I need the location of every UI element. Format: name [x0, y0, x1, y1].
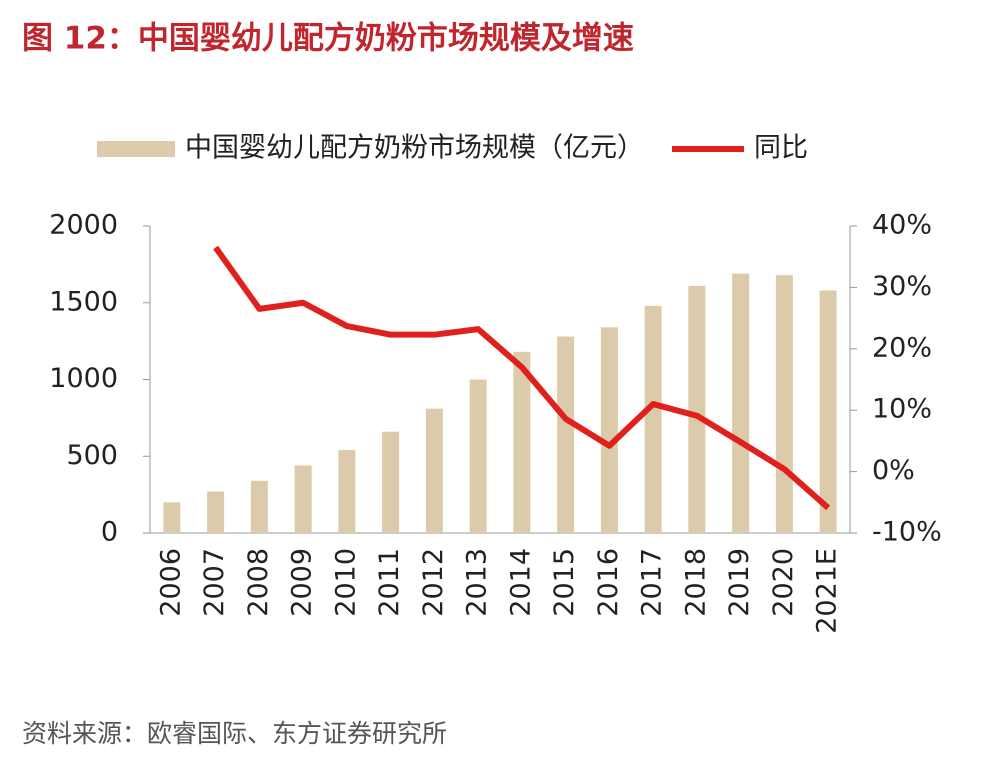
x-tick-label: 2011 [374, 548, 405, 617]
bar [250, 480, 268, 533]
y2-tick-label: 40% [872, 210, 932, 241]
y-tick-label: 2000 [49, 210, 118, 241]
bar [425, 408, 443, 533]
chart-title: 图 12：中国婴幼儿配方奶粉市场规模及增速 [22, 21, 634, 57]
x-tick-label: 2017 [637, 548, 668, 617]
bar [557, 336, 575, 533]
x-tick-label: 2020 [768, 548, 799, 617]
y2-tick-label: 10% [872, 394, 932, 425]
y-tick-label: 1000 [49, 363, 118, 394]
x-tick-label: 2014 [505, 548, 536, 617]
bar [382, 431, 400, 533]
bar [600, 327, 618, 533]
x-tick-label: 2012 [418, 548, 449, 617]
bar [732, 273, 750, 533]
bar [819, 290, 837, 533]
x-tick-label: 2021E [812, 548, 843, 634]
x-tick-label: 2009 [287, 548, 318, 617]
y2-tick-label: -10% [872, 517, 942, 548]
y-tick-label: 500 [66, 440, 118, 471]
bar [469, 379, 487, 533]
bar [513, 351, 531, 533]
bar [207, 491, 225, 533]
legend-swatch [97, 141, 175, 157]
x-tick-label: 2010 [330, 548, 361, 617]
bar [688, 285, 706, 533]
x-tick-label: 2016 [593, 548, 624, 617]
y-tick-label: 1500 [49, 286, 118, 317]
x-tick-label: 2018 [680, 548, 711, 617]
y2-tick-label: 30% [872, 271, 932, 302]
x-tick-label: 2006 [155, 548, 186, 617]
bar [338, 450, 356, 533]
y-tick-label: 0 [101, 517, 118, 548]
bar [644, 305, 662, 533]
x-tick-label: 2019 [724, 548, 755, 617]
line [213, 245, 831, 511]
x-tick-label: 2008 [243, 548, 274, 617]
x-tick-label: 2013 [462, 548, 493, 617]
y2-tick-label: 20% [872, 332, 932, 363]
bar [163, 502, 181, 533]
bar [294, 465, 312, 533]
y2-tick-label: 0% [872, 455, 915, 486]
legend-label: 中国婴幼儿配方奶粉市场规模（亿元） [185, 133, 644, 164]
x-tick-label: 2015 [549, 548, 580, 617]
x-tick-label: 2007 [199, 548, 230, 617]
bar [775, 275, 793, 533]
legend-label: 同比 [754, 133, 808, 164]
source: 资料来源：欧睿国际、东方证券研究所 [22, 719, 447, 748]
